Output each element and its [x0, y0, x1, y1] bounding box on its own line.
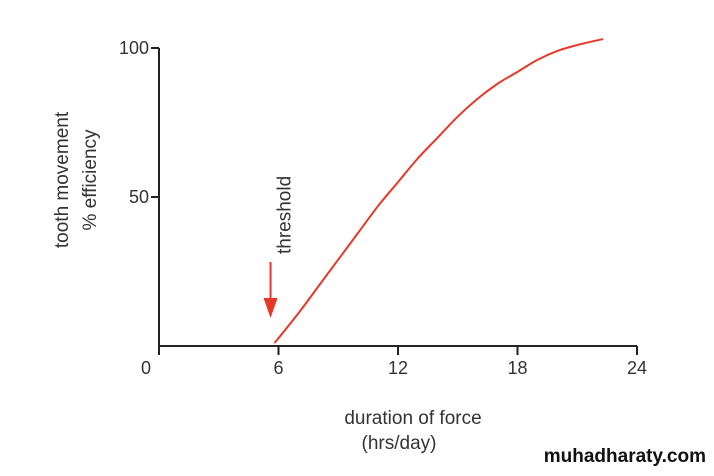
y-tick-label: 100	[119, 38, 149, 58]
x-tick-label: 6	[273, 358, 283, 378]
annotation-layer: threshold	[263, 176, 296, 318]
x-tick-label: 0	[141, 358, 151, 378]
y-tick-label: 50	[129, 187, 149, 207]
x-axis-title-line1: duration of force	[344, 408, 481, 429]
efficiency-curve	[273, 38, 604, 344]
watermark-text: muhadharaty.com	[543, 446, 706, 467]
series-layer	[273, 38, 604, 344]
x-ticks: 0 6 12 18 24	[141, 346, 647, 378]
x-tick-label: 12	[388, 358, 408, 378]
x-tick-label: 24	[627, 358, 647, 378]
x-axis-title-line2: (hrs/day)	[362, 433, 437, 454]
threshold-arrow	[263, 262, 278, 318]
threshold-label: threshold	[275, 176, 296, 254]
threshold-label-group: threshold	[275, 176, 296, 254]
threshold-arrow-head	[263, 298, 278, 318]
x-tick-label: 18	[507, 358, 527, 378]
y-ticks: 50 100	[119, 38, 159, 207]
y-axis-title-line1: tooth movement	[52, 111, 73, 248]
y-axis-title-line2: % efficiency	[80, 129, 101, 231]
